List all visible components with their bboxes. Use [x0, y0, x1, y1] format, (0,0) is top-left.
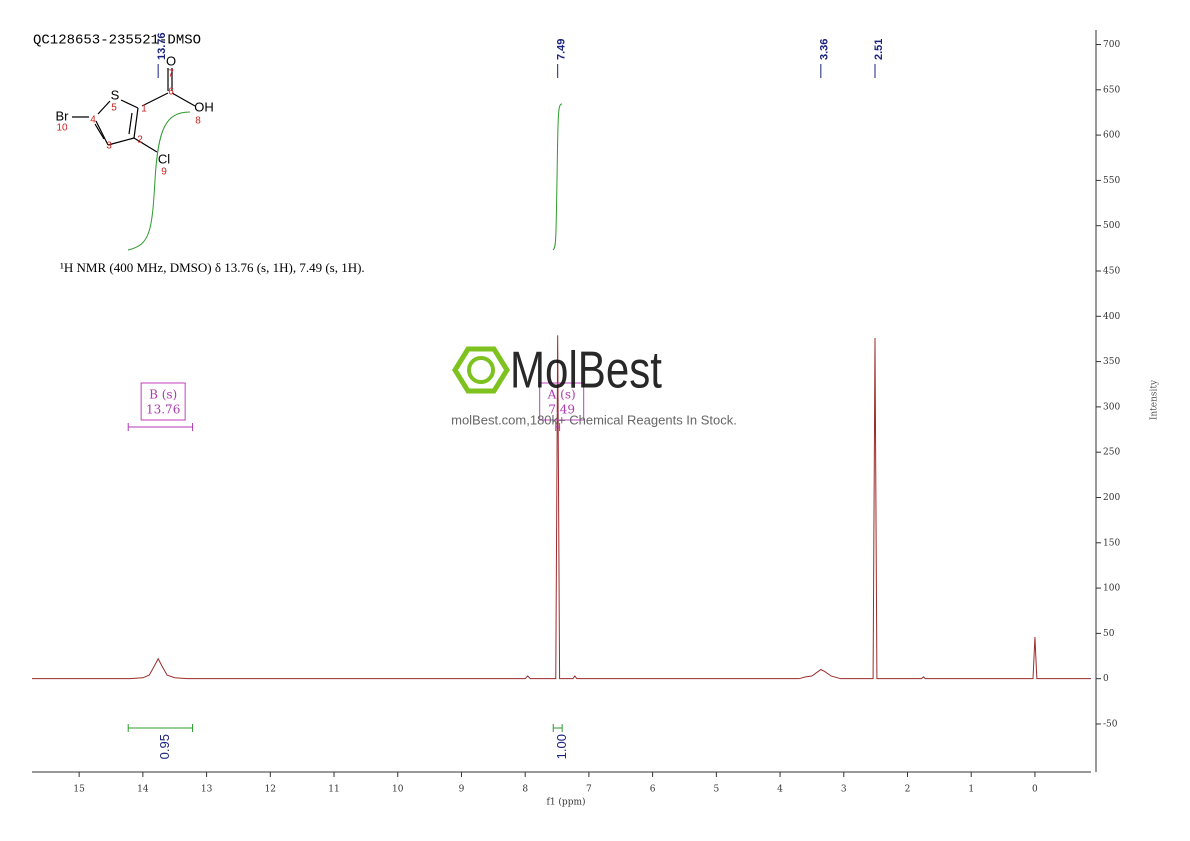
y-tick-label: 650: [1103, 85, 1120, 95]
multiplet-box: [140, 382, 186, 421]
atom-number: 9: [161, 167, 167, 178]
x-axis-label: f1 (ppm): [547, 797, 586, 808]
x-tick-label: 2: [905, 785, 911, 795]
x-tick-label: 10: [392, 785, 404, 795]
atom-number: 6: [168, 87, 174, 98]
logo: [452, 346, 510, 394]
atom-number: 4: [90, 115, 96, 126]
x-tick-label: 6: [650, 785, 656, 795]
x-tick-label: 8: [522, 785, 528, 795]
atom-number: 10: [56, 123, 68, 134]
integral-curve: [552, 103, 563, 251]
y-tick-label: 100: [1103, 584, 1120, 594]
y-tick-label: 200: [1103, 493, 1120, 503]
integral-curve: [127, 111, 191, 251]
x-tick-label: 12: [265, 785, 276, 795]
x-tick-label: 3: [841, 785, 847, 795]
nmr-summary: ¹H NMR (400 MHz, DMSO) δ 13.76 (s, 1H), …: [60, 260, 365, 275]
atom-label: Cl: [158, 151, 170, 166]
y-tick-label: 250: [1103, 448, 1120, 458]
y-tick-label: 450: [1103, 266, 1120, 276]
atom-label: Br: [56, 108, 70, 123]
peak-label: 2.51: [873, 39, 885, 60]
y-tick-label: 550: [1103, 176, 1120, 186]
y-tick-label: 600: [1103, 131, 1120, 141]
atom-number: 5: [111, 103, 117, 114]
multiplet-shift: 13.76: [146, 403, 180, 417]
spectrum-line: [32, 335, 1091, 680]
y-tick-label: -50: [1103, 719, 1118, 729]
x-tick-label: 7: [586, 785, 592, 795]
atom-number: 8: [195, 116, 201, 127]
x-tick-label: 11: [328, 785, 339, 795]
multiplet-box: [539, 382, 585, 421]
atom-number: 1: [141, 104, 147, 115]
multiplet-shift: 7.49: [548, 403, 575, 417]
structure-bonds: [72, 68, 196, 153]
peak-label: 7.49: [556, 39, 568, 60]
multiplet-name: A (s): [547, 388, 576, 402]
x-tick-label: 0: [1032, 785, 1038, 795]
x-tick-label: 5: [713, 785, 719, 795]
x-tick-label: 9: [459, 785, 465, 795]
watermark-tagline: molBest.com,180k+ Chemical Reagents In S…: [451, 412, 737, 427]
x-tick-label: 13: [201, 785, 213, 795]
integral-label: 0.95: [157, 734, 172, 759]
integral-label: 1.00: [554, 734, 569, 759]
y-tick-label: 0: [1103, 674, 1109, 684]
atom-label: S: [111, 87, 120, 102]
chart-title: QC128653-235521-DMSO: [33, 33, 201, 49]
atom-number: 3: [106, 141, 112, 152]
y-tick-label: 350: [1103, 357, 1120, 367]
y-tick-label: 150: [1103, 538, 1120, 548]
y-tick-label: 700: [1103, 40, 1120, 50]
y-tick-label: 300: [1103, 402, 1120, 412]
y-tick-label: 500: [1103, 221, 1120, 231]
y-tick-label: 400: [1103, 312, 1120, 322]
atom-label: OH: [194, 99, 214, 114]
atom-number: 2: [137, 135, 143, 146]
peak-label: 3.36: [819, 39, 831, 60]
peak-label: 13.76: [156, 32, 168, 60]
y-axis-label: Intensity: [1150, 379, 1160, 420]
x-tick-label: 15: [73, 785, 85, 795]
watermark-brand: MolBest: [510, 342, 662, 400]
y-tick-label: 50: [1103, 629, 1115, 639]
x-tick-label: 14: [137, 785, 149, 795]
atom-label: O: [166, 53, 176, 68]
x-tick-label: 4: [777, 785, 783, 795]
x-tick-label: 1: [968, 785, 974, 795]
multiplet-name: B (s): [149, 388, 177, 402]
atom-number: 7: [168, 69, 174, 80]
